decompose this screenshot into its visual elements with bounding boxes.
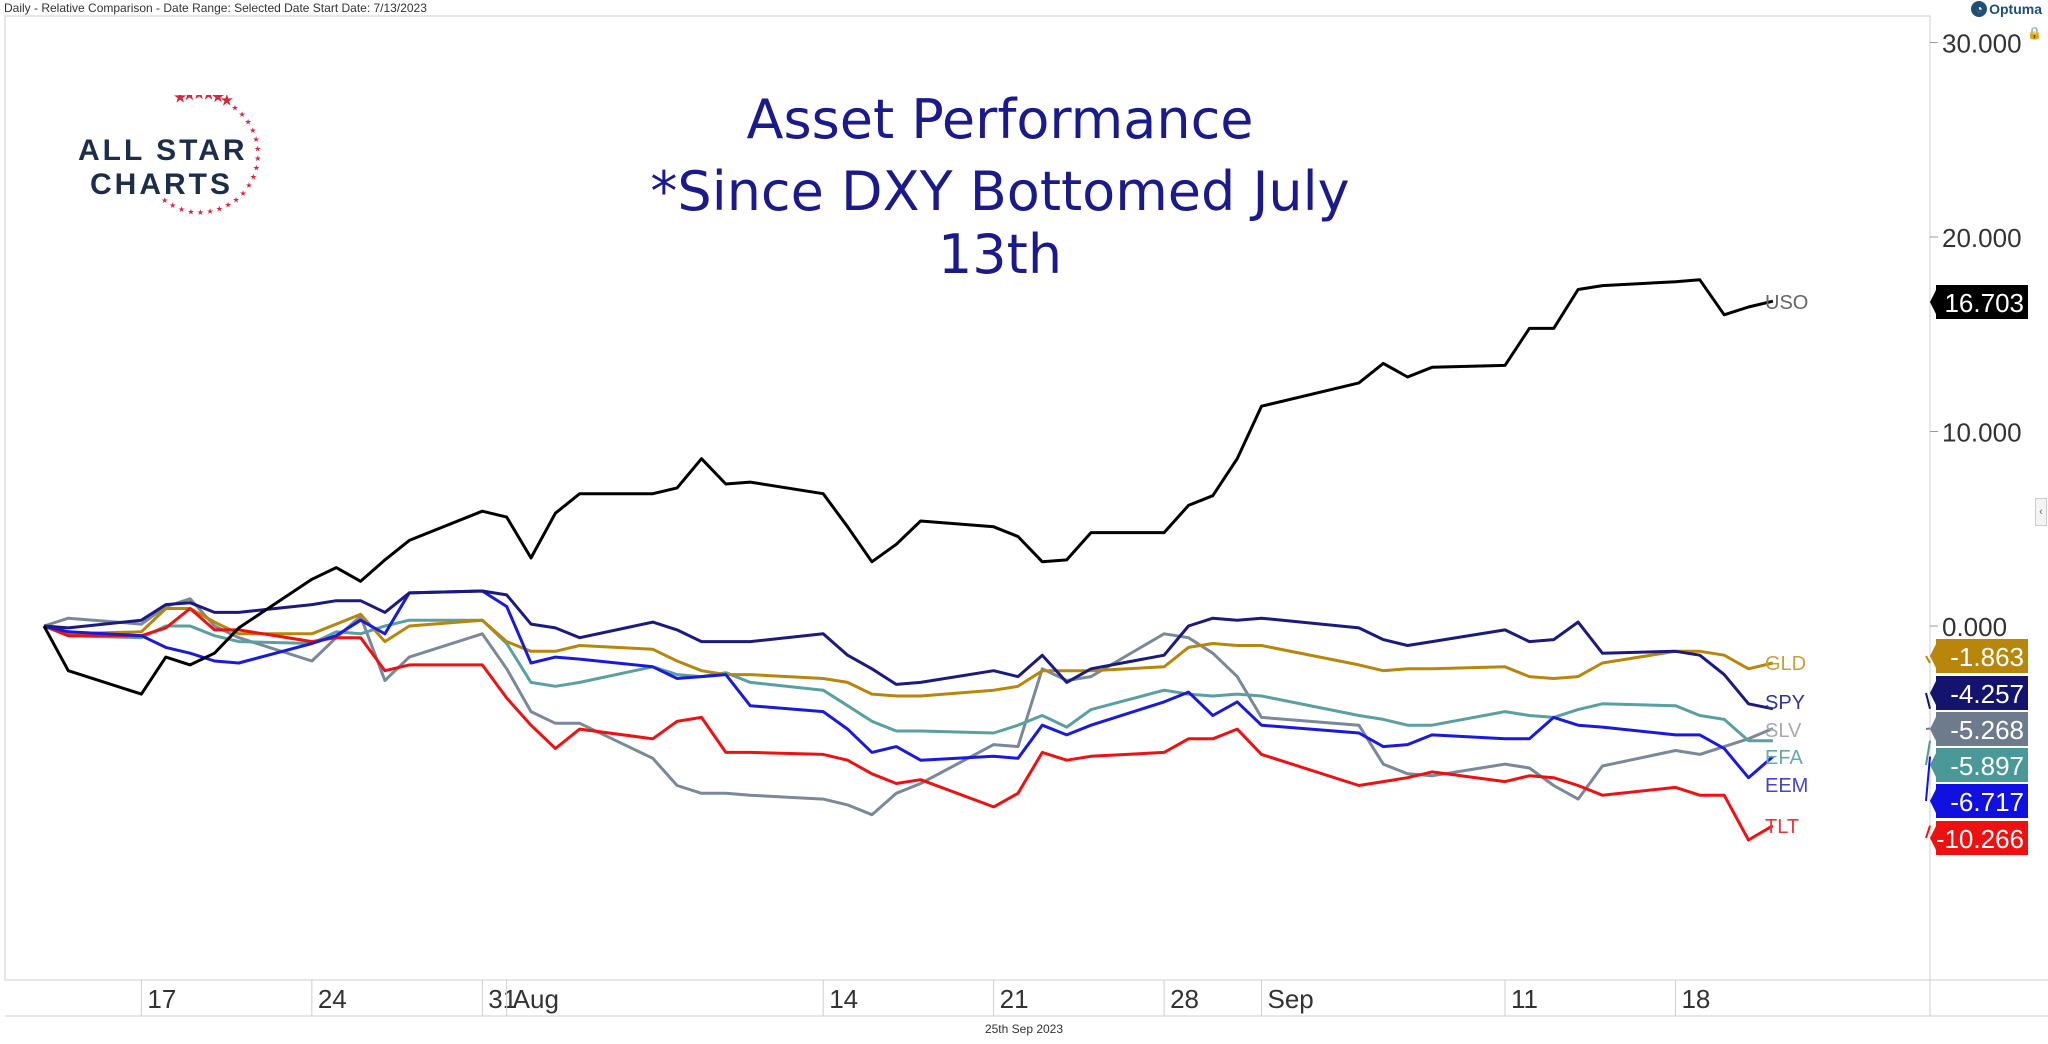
badge-value: -1.863 bbox=[1950, 642, 2024, 672]
logo-star-icon: ★ bbox=[211, 95, 225, 106]
logo-star-icon: ★ bbox=[169, 201, 176, 210]
value-badge-tlt: -10.266 bbox=[1925, 821, 2028, 855]
chart-subtitle: *Since DXY Bottomed July 13th bbox=[650, 160, 1350, 286]
x-tick-label: 28 bbox=[1170, 984, 1199, 1014]
badge-value: -4.257 bbox=[1950, 679, 2024, 709]
x-tick-label: Sep bbox=[1268, 984, 1314, 1014]
current-date-label: 25th Sep 2023 bbox=[984, 1022, 1064, 1036]
logo-star-icon: ★ bbox=[250, 173, 257, 182]
badge-box bbox=[1936, 676, 2028, 710]
badge-box bbox=[1936, 821, 2028, 855]
badge-box bbox=[1936, 639, 2028, 673]
logo-star-icon: ★ bbox=[173, 95, 187, 106]
value-badge-gld: -1.863 bbox=[1925, 639, 2028, 673]
series-line-efa[interactable] bbox=[43, 618, 1773, 743]
logo-star-icon: ★ bbox=[187, 207, 194, 216]
logo-star-icon: ★ bbox=[206, 207, 213, 216]
logo-text-line1: ALL STAR bbox=[78, 134, 248, 167]
series-label-slv: SLV bbox=[1765, 720, 1802, 742]
series-line-uso[interactable] bbox=[42, 278, 1774, 696]
badge-box bbox=[1936, 712, 2028, 746]
y-tick-label: 20.000 bbox=[1942, 223, 2022, 253]
logo-star-icon: ★ bbox=[178, 205, 185, 214]
brand-name: Optuma bbox=[1989, 1, 2042, 17]
value-badge-uso: 16.703 bbox=[1930, 285, 2028, 319]
logo-star-icon: ★ bbox=[254, 144, 261, 153]
badge-connector bbox=[1925, 740, 1931, 766]
badge-box bbox=[1936, 285, 2028, 319]
series-label-spy: SPY bbox=[1765, 692, 1805, 714]
series-label-eem: EEM bbox=[1765, 775, 1808, 797]
badge-connector bbox=[1925, 756, 1931, 802]
logo-star-icon: ★ bbox=[231, 104, 238, 113]
value-badge-spy: -4.257 bbox=[1925, 676, 2028, 710]
y-tick-label: 30.000 bbox=[1942, 29, 2022, 59]
logo-star-icon: ★ bbox=[161, 196, 168, 205]
badge-connector bbox=[1925, 692, 1931, 710]
logo-star-icon: ★ bbox=[252, 135, 259, 144]
y-tick-label: 10.000 bbox=[1942, 418, 2022, 448]
series-line-tlt[interactable] bbox=[43, 607, 1774, 842]
lock-icon[interactable]: 🔒 bbox=[2027, 26, 2042, 40]
x-tick-label: Aug bbox=[513, 984, 559, 1014]
x-tick-label: 21 bbox=[1000, 984, 1029, 1014]
badge-value: -5.897 bbox=[1950, 751, 2024, 781]
x-tick-label: 17 bbox=[147, 984, 176, 1014]
badge-connector bbox=[1925, 727, 1931, 730]
badge-box bbox=[1936, 784, 2028, 818]
logo-star-icon: ★ bbox=[192, 95, 206, 103]
series-label-uso: USO bbox=[1765, 292, 1808, 314]
logo-star-icon: ★ bbox=[216, 205, 223, 214]
value-badge-eem: -6.717 bbox=[1925, 756, 2028, 818]
x-tick-label: 11 bbox=[1511, 984, 1538, 1014]
logo-star-icon: ★ bbox=[238, 110, 245, 119]
badge-value: 16.703 bbox=[1944, 288, 2024, 318]
x-tick-label: 18 bbox=[1681, 984, 1710, 1014]
series-line-spy[interactable] bbox=[43, 589, 1774, 711]
x-tick-label: 31 bbox=[488, 984, 517, 1014]
badge-box bbox=[1936, 748, 2028, 782]
logo-star-icon: ★ bbox=[244, 118, 251, 127]
badge-value: -5.268 bbox=[1950, 715, 2024, 745]
x-tick-label: 24 bbox=[318, 984, 347, 1014]
chart-info-header: Daily - Relative Comparison - Date Range… bbox=[4, 1, 427, 15]
collapse-panel-icon[interactable]: ‹ bbox=[2035, 498, 2047, 526]
badge-connector bbox=[1925, 655, 1931, 664]
logo-star-icon: ★ bbox=[233, 195, 240, 204]
value-badge-slv: -5.268 bbox=[1925, 712, 2028, 746]
series-label-efa: EFA bbox=[1765, 747, 1803, 769]
series-label-tlt: TLT bbox=[1765, 816, 1799, 838]
logo-star-icon: ★ bbox=[182, 95, 196, 104]
chart-title: Asset Performance bbox=[746, 88, 1254, 151]
x-tick-label: 14 bbox=[829, 984, 858, 1014]
y-tick-label: 0.000 bbox=[1942, 612, 2007, 642]
logo-text-line2: CHARTS bbox=[90, 168, 233, 201]
logo-star-icon: ★ bbox=[254, 154, 261, 163]
logo-star-icon: ★ bbox=[225, 201, 232, 210]
series-line-eem[interactable] bbox=[43, 589, 1774, 780]
logo-star-icon: ★ bbox=[220, 95, 234, 110]
badge-value: -10.266 bbox=[1936, 824, 2024, 854]
logo-star-icon: ★ bbox=[249, 126, 256, 135]
badge-value: -6.717 bbox=[1950, 787, 2024, 817]
optuma-logo-icon: ◔ bbox=[1971, 1, 1988, 17]
logo-star-icon: ★ bbox=[197, 208, 204, 217]
brand[interactable]: ◔ Optuma bbox=[1971, 1, 2042, 17]
series-line-gld[interactable] bbox=[43, 607, 1774, 698]
logo-star-icon: ★ bbox=[201, 95, 215, 104]
logo-star-icon: ★ bbox=[253, 164, 260, 173]
logo-star-icon: ★ bbox=[240, 189, 247, 198]
value-badge-efa: -5.897 bbox=[1925, 740, 2028, 782]
logo-star-icon: ★ bbox=[245, 181, 252, 190]
badge-connector bbox=[1925, 825, 1931, 839]
series-label-gld: GLD bbox=[1765, 653, 1806, 675]
